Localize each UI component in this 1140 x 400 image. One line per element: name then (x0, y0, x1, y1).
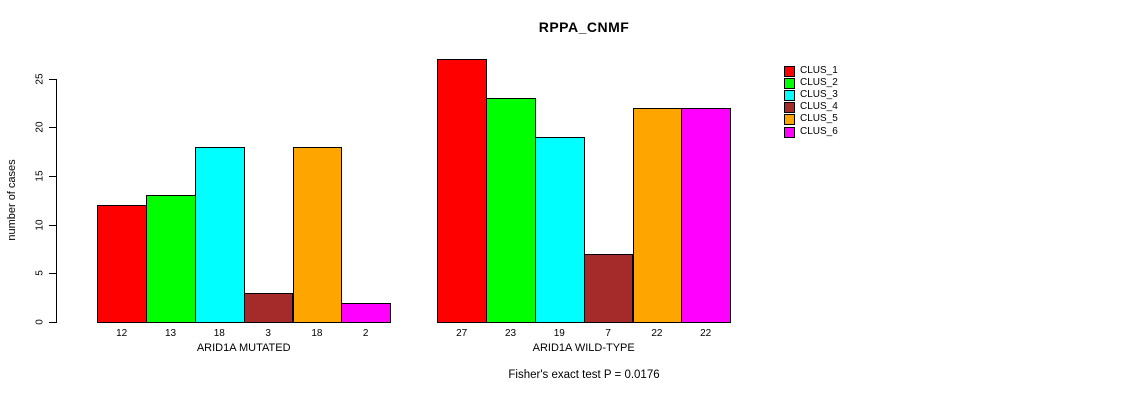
bar-value-label: 13 (164, 327, 177, 339)
group-label: ARID1A WILD-TYPE (532, 342, 635, 354)
y-tick-label: 20 (34, 121, 46, 133)
bar-value-label: 22 (700, 327, 712, 339)
bar-clus_5 (292, 146, 343, 323)
legend-swatch-clus_4 (784, 102, 795, 114)
legend-swatch-clus_6 (784, 126, 795, 138)
bar-clus_6 (341, 302, 392, 323)
y-tick (49, 322, 56, 323)
bar-clus_5 (632, 107, 683, 323)
chart-title: RPPA_CNMF (538, 19, 630, 35)
y-tick (49, 176, 56, 178)
y-tick-label: 25 (34, 73, 46, 85)
bar-clus_1 (97, 205, 148, 323)
bar-value-label: 19 (553, 327, 565, 339)
bar-clus_4 (243, 292, 294, 323)
legend-swatch-clus_5 (784, 114, 795, 126)
bar-clus_6 (681, 107, 732, 323)
y-tick (49, 78, 56, 80)
y-tick-label: 15 (34, 170, 46, 182)
legend-swatch-clus_2 (784, 77, 795, 89)
bar-value-label: 23 (504, 327, 517, 339)
bar-value-label: 3 (265, 327, 271, 339)
legend-label: CLUS_4 (800, 101, 838, 113)
legend-label: CLUS_5 (800, 113, 838, 125)
y-tick (49, 127, 56, 129)
legend-swatch-clus_3 (784, 89, 795, 101)
y-tick-label: 10 (34, 219, 46, 231)
legend-label: CLUS_1 (800, 64, 838, 76)
bar-clus_4 (583, 253, 634, 323)
legend-label: CLUS_2 (800, 76, 838, 88)
bar-clus_3 (534, 137, 585, 323)
fisher-test-annotation: Fisher's exact test P = 0.0176 (508, 369, 660, 381)
legend-label: CLUS_6 (800, 125, 838, 137)
bar-value-label: 22 (651, 327, 663, 339)
bar-clus_2 (486, 98, 536, 323)
y-tick (49, 224, 56, 226)
bar-clus_3 (194, 146, 245, 323)
bar-value-label: 27 (456, 327, 468, 339)
bar-clus_2 (146, 195, 196, 323)
bar-value-label: 2 (362, 327, 369, 339)
y-axis-line (56, 78, 57, 323)
bar-clus_1 (437, 59, 488, 323)
y-tick-label: 0 (34, 319, 46, 325)
y-axis-label: number of cases (6, 159, 18, 241)
legend-swatch-clus_1 (784, 65, 795, 77)
group-label: ARID1A MUTATED (196, 342, 291, 354)
bar-value-label: 12 (116, 327, 128, 339)
y-tick-label: 5 (34, 270, 46, 277)
bar-value-label: 18 (213, 327, 225, 339)
bar-value-label: 18 (311, 327, 323, 339)
y-tick (49, 273, 56, 275)
legend-label: CLUS_3 (800, 88, 838, 100)
bar-value-label: 7 (605, 327, 611, 339)
